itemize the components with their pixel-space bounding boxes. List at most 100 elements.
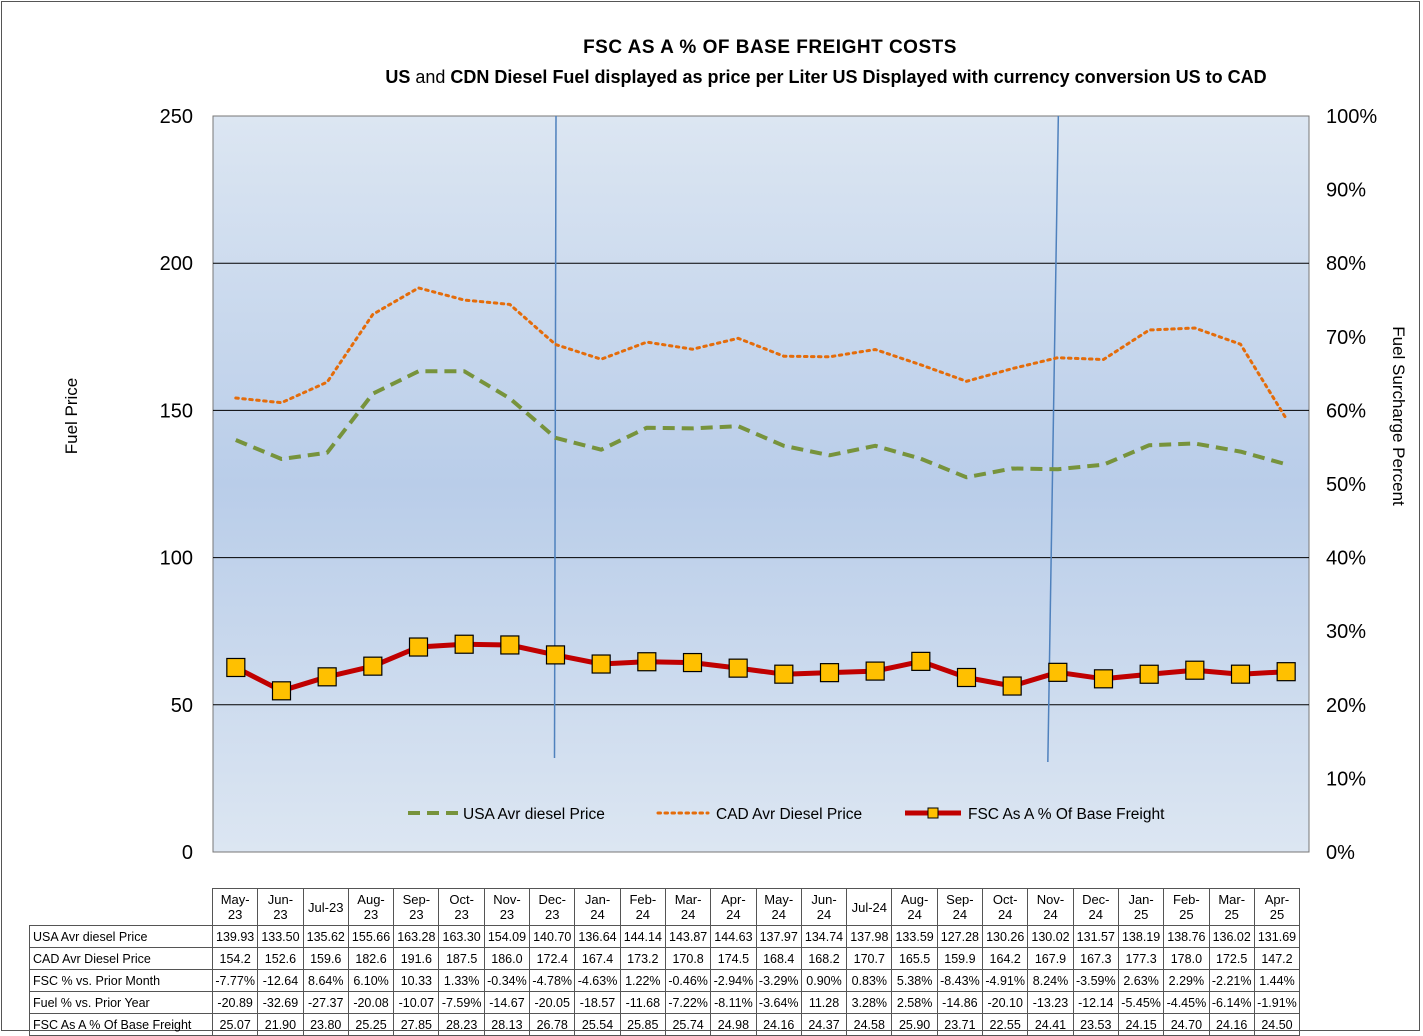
table-cell: 178.0	[1163, 947, 1210, 970]
fsc-point-marker	[637, 652, 657, 672]
table-cell: 137.97	[755, 925, 802, 948]
category-label-part: 24	[1088, 907, 1104, 922]
table-cell: 177.3	[1117, 947, 1165, 970]
category-label-part: Jul-24	[851, 899, 888, 915]
category-label-part: 23	[273, 907, 288, 922]
table-cell: -3.59%	[1072, 969, 1119, 992]
table-cell: -13.23	[1027, 991, 1074, 1014]
table-category-header: May- 23	[211, 888, 259, 926]
category-label-part: Jan-	[584, 892, 611, 907]
table-cell: 24.15	[1117, 1013, 1165, 1036]
category-label-part: Oct-	[992, 892, 1018, 907]
chart-subtitle: US and CDN Diesel Fuel displayed as pric…	[0, 67, 1423, 88]
table-cell: 130.26	[982, 925, 1029, 948]
fsc-point-marker	[682, 652, 703, 673]
fsc-point-marker	[500, 635, 520, 655]
category-label-part: 24	[816, 907, 832, 922]
legend: USA Avr diesel Price CAD Avr Diesel Price…	[408, 806, 1165, 823]
table-cell: -12.64	[257, 969, 304, 992]
y-axis-title: Fuel Price	[62, 378, 81, 455]
fsc-point-marker	[865, 661, 885, 681]
fsc-point-marker	[1139, 664, 1159, 684]
category-label-part: Aug-	[357, 892, 385, 907]
table-cell: 159.6	[302, 947, 349, 970]
table-row: FSC % vs. Prior Month -7.77% -12.64 8.64% 6.…	[29, 969, 1301, 992]
y2-tick-label: 80%	[1326, 253, 1366, 275]
category-label-part: Sep-	[946, 892, 974, 907]
table-cell: -6.14%	[1208, 991, 1255, 1014]
table-category-header: Aug- 24	[891, 888, 938, 926]
table-row-label: USA Avr diesel Price	[29, 925, 213, 948]
category-label-part: Apr-	[721, 892, 746, 907]
category-label-part: May-	[220, 892, 250, 907]
y2-tick-label: 10%	[1326, 768, 1366, 790]
table-cell: 23.80	[302, 1013, 349, 1036]
table-category-header: Jul-23	[302, 888, 349, 926]
category-label-part: Nov-	[1036, 892, 1065, 907]
table-cell: 133.50	[257, 925, 304, 948]
table-cell: 1.44%	[1253, 969, 1301, 992]
table-cell: -32.69	[257, 991, 304, 1014]
table-cell: 24.50	[1253, 1013, 1301, 1036]
table-cell: 11.28	[800, 991, 848, 1014]
fsc-point-marker	[1276, 662, 1296, 682]
subtitle-part-us: US	[385, 67, 411, 87]
table-cell: 167.3	[1072, 947, 1119, 970]
table-cell: 26.78	[529, 1013, 576, 1036]
table-cell: 24.16	[755, 1013, 802, 1036]
fsc-point-marker	[728, 658, 748, 678]
fsc-point-marker	[545, 645, 566, 665]
table-cell: 136.64	[574, 925, 621, 948]
table-cell: 24.70	[1163, 1013, 1210, 1036]
table-cell: 24.16	[1208, 1013, 1255, 1036]
table-cell: 24.41	[1027, 1013, 1074, 1036]
table-row: Fuel % vs. Prior Year -20.89 -32.69 -27.37-…	[29, 991, 1301, 1014]
category-label-part: Oct-	[449, 892, 474, 907]
table-category-header: Mar- 25	[1208, 888, 1255, 926]
legend-label: USA Avr diesel Price	[463, 806, 605, 823]
table-category-header: Jun- 23	[257, 888, 304, 926]
table-cell: -1.91%	[1253, 991, 1301, 1014]
table-cell: 152.6	[257, 947, 304, 970]
category-label-part: 24	[590, 907, 605, 922]
table-cell: -20.08	[347, 991, 395, 1014]
category-label-part: 24	[680, 907, 696, 922]
table-category-header: Oct- 24	[982, 888, 1029, 926]
table-cell: -14.67	[483, 991, 531, 1014]
table-category-header: Jul-24	[846, 888, 893, 926]
table-cell: 8.64%	[302, 969, 349, 992]
fsc-point-marker	[408, 637, 429, 657]
table-cell: -5.45%	[1117, 991, 1165, 1014]
table-row-label: CAD Avr Diesel Price	[29, 947, 213, 970]
category-label-part: Jan-	[1128, 892, 1154, 907]
table-category-header: Aug- 23	[347, 888, 395, 926]
table-cell: 10.33	[393, 969, 440, 992]
table-cell: 24.98	[710, 1013, 757, 1036]
category-label-part: 25	[1133, 907, 1149, 922]
table-cell: 154.09	[483, 925, 531, 948]
table-cell: -0.34%	[483, 969, 531, 992]
table-cell: 191.6	[393, 947, 440, 970]
table-cell: 172.5	[1208, 947, 1255, 970]
table-cell: 144.63	[710, 925, 757, 948]
chart-title: FSC AS A % OF BASE FREIGHT COSTS	[583, 37, 957, 58]
table-cell: -4.63%	[574, 969, 621, 992]
table-cell: -20.89	[211, 991, 259, 1014]
table-cell: 131.69	[1253, 925, 1301, 948]
table-category-header: Dec- 24	[1072, 888, 1119, 926]
series-line-cad-avr-diesel-price	[234, 286, 1288, 421]
table-category-header: Dec- 23	[529, 888, 576, 926]
table-category-header: Feb- 25	[1163, 888, 1210, 926]
table-cell: 173.2	[619, 947, 666, 970]
table-cell: 1.33%	[438, 969, 485, 992]
category-label-part: Aug-	[900, 892, 929, 907]
table-cell: 28.23	[438, 1013, 485, 1036]
table-category-header: Nov- 24	[1027, 888, 1074, 926]
series-line-usa-avr-diesel-price	[235, 369, 1287, 480]
y2-tick-label: 70%	[1326, 327, 1366, 349]
category-label-part: Jul-23	[308, 899, 344, 915]
category-label-part: Apr-	[1264, 892, 1290, 907]
table-cell: 136.02	[1208, 925, 1255, 948]
table-cell: 163.28	[393, 925, 440, 948]
table-cell: 155.66	[347, 925, 395, 948]
